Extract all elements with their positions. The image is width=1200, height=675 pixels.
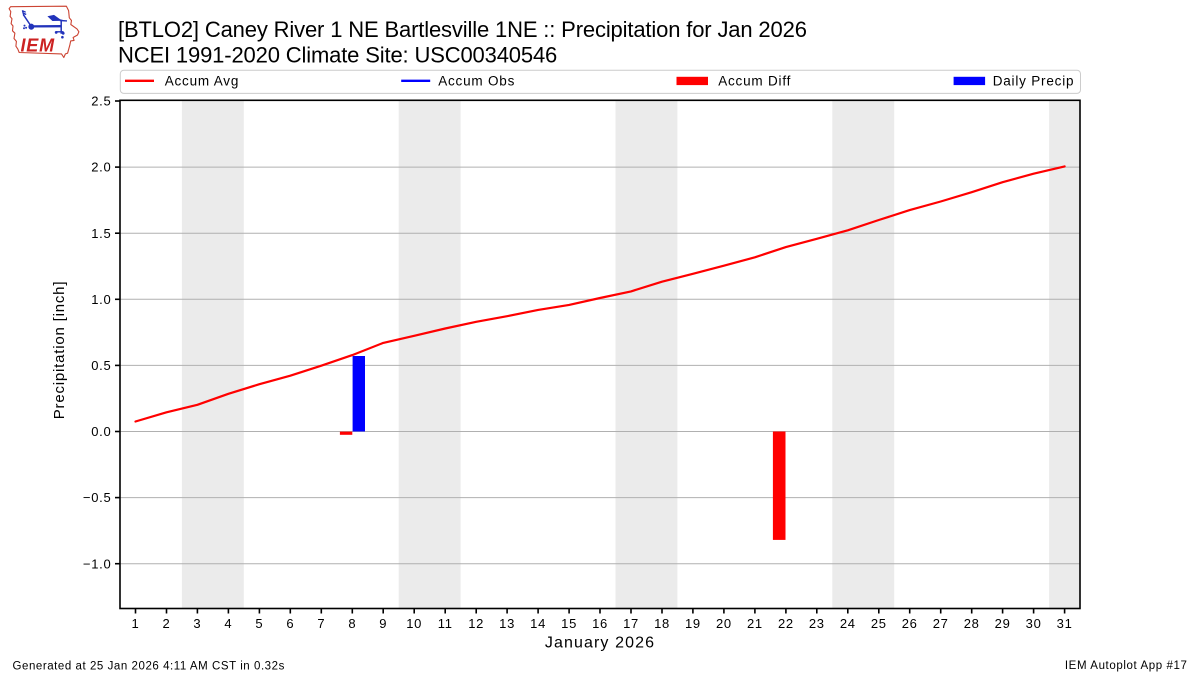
svg-text:10: 10 (406, 616, 422, 631)
svg-text:Precipitation [inch]: Precipitation [inch] (51, 281, 68, 420)
svg-text:Daily Precip: Daily Precip (993, 73, 1075, 88)
svg-text:1.0: 1.0 (91, 292, 111, 307)
svg-text:13: 13 (499, 616, 515, 631)
svg-text:NCEI 1991-2020 Climate Site: U: NCEI 1991-2020 Climate Site: USC00340546 (118, 43, 557, 68)
svg-text:5: 5 (255, 616, 263, 631)
svg-text:0.0: 0.0 (91, 424, 111, 439)
svg-text:29: 29 (995, 616, 1011, 631)
svg-text:4: 4 (224, 616, 232, 631)
svg-text:7: 7 (317, 616, 325, 631)
svg-text:Generated at 25 Jan 2026 4:11: Generated at 25 Jan 2026 4:11 AM CST in … (13, 661, 285, 673)
svg-text:20: 20 (716, 616, 732, 631)
svg-text:2.5: 2.5 (91, 94, 111, 109)
svg-text:26: 26 (902, 616, 918, 631)
svg-text:28: 28 (964, 616, 980, 631)
svg-text:31: 31 (1057, 616, 1073, 631)
svg-text:22: 22 (778, 616, 794, 631)
svg-text:16: 16 (592, 616, 608, 631)
svg-text:Accum Diff: Accum Diff (718, 73, 791, 88)
svg-text:[BTLO2] Caney River 1 NE Bartl: [BTLO2] Caney River 1 NE Bartlesville 1N… (118, 17, 807, 42)
svg-text:2: 2 (163, 616, 171, 631)
svg-text:8: 8 (348, 616, 356, 631)
svg-text:IEM Autoplot App #17: IEM Autoplot App #17 (1065, 660, 1188, 672)
svg-text:−0.5: −0.5 (83, 490, 111, 505)
svg-text:11: 11 (438, 616, 453, 631)
svg-text:18: 18 (654, 616, 670, 631)
svg-text:1: 1 (132, 616, 140, 631)
svg-text:2.0: 2.0 (91, 160, 111, 175)
svg-text:19: 19 (685, 616, 701, 631)
svg-text:IEM: IEM (21, 35, 56, 55)
svg-text:17: 17 (623, 616, 639, 631)
svg-text:21: 21 (747, 616, 763, 631)
svg-text:27: 27 (933, 616, 949, 631)
svg-text:1.5: 1.5 (91, 226, 111, 241)
svg-text:14: 14 (530, 616, 546, 631)
svg-text:Accum Avg: Accum Avg (165, 73, 239, 88)
svg-text:Accum Obs: Accum Obs (438, 73, 515, 88)
svg-text:0.5: 0.5 (91, 358, 111, 373)
svg-text:25: 25 (871, 616, 887, 631)
svg-text:3: 3 (193, 616, 201, 631)
svg-text:−1.0: −1.0 (83, 556, 111, 571)
svg-text:12: 12 (468, 616, 484, 631)
svg-text:15: 15 (561, 616, 577, 631)
svg-text:24: 24 (840, 616, 856, 631)
svg-text:9: 9 (379, 616, 387, 631)
svg-text:January 2026: January 2026 (545, 635, 655, 652)
svg-text:6: 6 (286, 616, 294, 631)
svg-text:30: 30 (1026, 616, 1042, 631)
svg-text:23: 23 (809, 616, 825, 631)
